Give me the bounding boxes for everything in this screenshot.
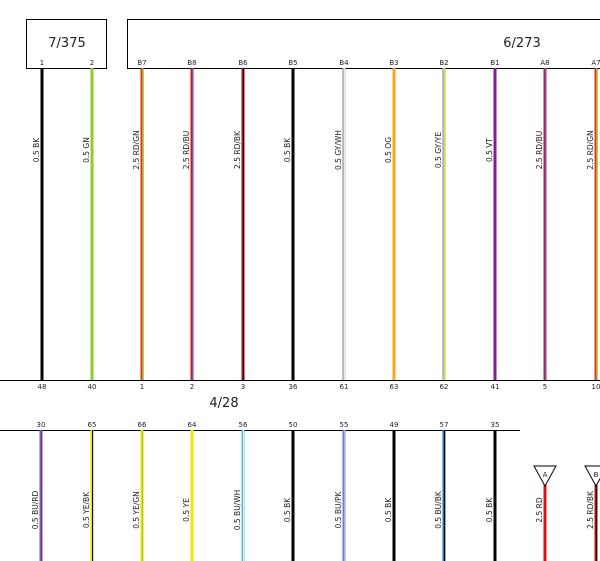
wire-label-0-5-bk: 0.5 BK xyxy=(283,497,292,522)
pin-lower-49: 49 xyxy=(390,421,399,429)
pin-top-2: 2 xyxy=(90,59,94,67)
wire-label-0-5-vt: 0.5 VT xyxy=(485,138,494,162)
lower-wire-0-5-bu-bk-8 xyxy=(442,430,446,561)
pin-top-b8: B8 xyxy=(187,59,196,67)
pin-bottom-3: 3 xyxy=(241,383,245,391)
splice-wire-b xyxy=(594,482,598,561)
wire-label-2-5-rd: 2.5 RD xyxy=(535,497,544,523)
upper-wire-2-5-rd-gn-11 xyxy=(594,68,598,380)
upper-wire-group: 1 48 0.5 BK 2 40 0.5 GN B7 1 2.5 RD/GN B8 2 2.5 RD/… xyxy=(32,59,600,391)
pin-top-a7: A7 xyxy=(591,59,600,67)
pin-top-a8: A8 xyxy=(540,59,549,67)
wire-label-2-5-rd-gn: 2.5 RD/GN xyxy=(586,130,595,169)
splice-group: A 2.5 RD B 2.5 RD/BK xyxy=(533,465,600,561)
pin-lower-57: 57 xyxy=(440,421,449,429)
pin-top-1: 1 xyxy=(40,59,44,67)
splice-triangle-b xyxy=(584,465,600,488)
wire-label-2-5-rd-bu: 2.5 RD/BU xyxy=(535,131,544,169)
pin-lower-50: 50 xyxy=(289,421,298,429)
pin-lower-35: 35 xyxy=(491,421,500,429)
wire-label-0-5-bu-wh: 0.5 BU/WH xyxy=(233,490,242,531)
pin-bottom-36: 36 xyxy=(289,383,298,391)
pin-top-b5: B5 xyxy=(288,59,297,67)
pin-bottom-5: 5 xyxy=(543,383,547,391)
wire-label-2-5-rd-bk: 2.5 RD/BK xyxy=(233,130,242,169)
wire-label-0-5-ye-gn: 0.5 YE/GN xyxy=(132,491,141,529)
pin-lower-64: 64 xyxy=(188,421,197,429)
pin-top-b7: B7 xyxy=(137,59,146,67)
pin-top-b2: B2 xyxy=(439,59,448,67)
lower-wire-0-5-bu-rd-0 xyxy=(39,430,43,561)
pin-lower-55: 55 xyxy=(340,421,349,429)
pin-lower-30: 30 xyxy=(37,421,46,429)
pin-bottom-63: 63 xyxy=(390,383,399,391)
pin-bottom-1: 1 xyxy=(140,383,144,391)
wire-label-0-5-og: 0.5 OG xyxy=(384,137,393,163)
upper-wire-2-5-rd-gn-2 xyxy=(140,68,144,380)
splice-tag-a: A xyxy=(543,471,548,479)
pin-lower-65: 65 xyxy=(88,421,97,429)
wire-label-0-5-gy-wh: 0.5 GY/WH xyxy=(334,130,343,170)
wire-label-0-5-gy-ye: 0.5 GY/YE xyxy=(434,132,443,168)
connector-title-6-273: 6/273 xyxy=(503,36,540,51)
wire-label-0-5-bk: 0.5 BK xyxy=(32,137,41,162)
wire-label-2-5-rd-bk: 2.5 RD/BK xyxy=(586,490,595,529)
wire-label-0-5-bu-bk: 0.5 BU/BK xyxy=(434,490,443,529)
upper-wire-2-5-rd-bk-4 xyxy=(241,68,245,380)
pin-bottom-61: 61 xyxy=(340,383,349,391)
pin-lower-56: 56 xyxy=(239,421,248,429)
pin-bottom-48: 48 xyxy=(38,383,47,391)
pin-bottom-41: 41 xyxy=(491,383,500,391)
connector-box-6-273 xyxy=(127,19,600,69)
wire-label-2-5-rd-bu: 2.5 RD/BU xyxy=(182,131,191,169)
wire-label-2-5-rd-gn: 2.5 RD/GN xyxy=(132,130,141,169)
wire-label-0-5-gn: 0.5 GN xyxy=(82,137,91,163)
pin-top-b4: B4 xyxy=(339,59,349,67)
wire-label-0-5-ye: 0.5 YE xyxy=(182,498,191,522)
wire-label-0-5-ye-bk: 0.5 YE/BK xyxy=(82,491,91,528)
pin-lower-66: 66 xyxy=(138,421,147,429)
lower-wire-0-5-ye-gn-2 xyxy=(140,430,144,561)
pin-bottom-2: 2 xyxy=(190,383,194,391)
lower-wire-0-5-bu-wh-4 xyxy=(241,430,245,561)
upper-wire-0-5-gy-ye-8 xyxy=(442,68,446,380)
lower-wire-group: 30 0.5 BU/RD 65 0.5 YE/BK 66 0.5 YE/GN 64 0.5 Y… xyxy=(31,421,499,561)
pin-bottom-10: 10 xyxy=(592,383,600,391)
pin-top-b6: B6 xyxy=(238,59,248,67)
wire-label-0-5-bk: 0.5 BK xyxy=(384,497,393,522)
upper-wire-2-5-rd-bu-3 xyxy=(190,68,194,380)
wire-label-0-5-bu-pk: 0.5 BU/PK xyxy=(334,490,343,528)
wire-label-0-5-bk: 0.5 BK xyxy=(283,137,292,162)
connector-box-7-375 xyxy=(26,19,107,69)
splice-tag-b: B xyxy=(594,471,599,479)
connector-title-7-375: 7/375 xyxy=(48,36,85,51)
pin-top-b1: B1 xyxy=(490,59,499,67)
pin-top-b3: B3 xyxy=(389,59,398,67)
splice-triangle-a xyxy=(533,465,557,488)
upper-wire-2-5-rd-bu-10 xyxy=(543,68,547,380)
wire-label-0-5-bu-rd: 0.5 BU/RD xyxy=(31,491,40,530)
wire-label-0-5-bk: 0.5 BK xyxy=(485,497,494,522)
lower-wire-0-5-ye-bk-1 xyxy=(90,430,94,561)
connector-title-4-28: 4/28 xyxy=(209,396,238,411)
lower-wire-0-5-bu-pk-6 xyxy=(342,430,346,561)
upper-wire-0-5-gy-wh-6 xyxy=(342,68,346,380)
pin-bottom-40: 40 xyxy=(88,383,97,391)
pin-bottom-62: 62 xyxy=(440,383,449,391)
